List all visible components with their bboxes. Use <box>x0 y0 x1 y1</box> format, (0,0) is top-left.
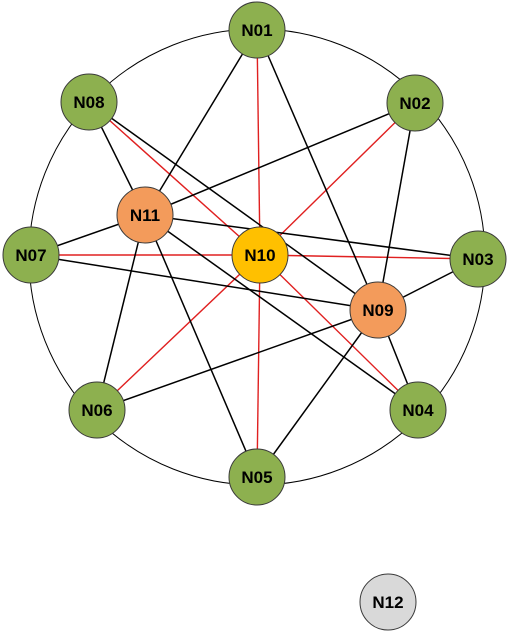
node-circle-n01 <box>228 1 286 59</box>
node-circle-n09 <box>349 281 407 339</box>
node-label-n08: N08 <box>73 93 104 112</box>
node-circle-n11 <box>116 186 174 244</box>
node-label-n09: N09 <box>362 301 393 320</box>
node-n08[interactable]: N08 <box>60 73 118 131</box>
node-n01[interactable]: N01 <box>228 1 286 59</box>
node-n04[interactable]: N04 <box>389 381 447 439</box>
edge-n09-n06 <box>96 309 379 411</box>
edge-n10-n05 <box>256 254 261 478</box>
node-circle-n06 <box>68 381 126 439</box>
node-label-n11: N11 <box>130 206 160 225</box>
node-label-n01: N01 <box>241 21 272 40</box>
node-circle-n08 <box>60 73 118 131</box>
node-label-n05: N05 <box>241 468 272 487</box>
edge-n11-n06 <box>96 214 146 411</box>
edge-n11-n05 <box>144 214 258 478</box>
node-n05[interactable]: N05 <box>228 448 286 506</box>
node-label-n12: N12 <box>372 593 403 612</box>
node-circle-n05 <box>228 448 286 506</box>
node-circle-n10 <box>231 226 289 284</box>
node-circle-n03 <box>449 230 507 288</box>
node-circle-n02 <box>386 74 444 132</box>
edge-n10-n02 <box>259 102 416 256</box>
edge-n11-n01 <box>144 29 258 216</box>
edge-n09-n08 <box>88 101 379 311</box>
edge-n10-n08 <box>88 101 261 256</box>
edge-n09-n05 <box>256 309 379 478</box>
node-label-n06: N06 <box>81 401 112 420</box>
node-circle-n04 <box>389 381 447 439</box>
node-n12[interactable]: N12 <box>359 573 417 631</box>
edge-n11-n04 <box>144 214 419 411</box>
node-n02[interactable]: N02 <box>386 74 444 132</box>
edge-n10-n03 <box>259 254 479 260</box>
node-label-n07: N07 <box>15 246 46 265</box>
node-circle-n12 <box>359 573 417 631</box>
edge-n09-n07 <box>30 254 379 311</box>
node-circle-n07 <box>2 226 60 284</box>
edge-n10-n04 <box>259 254 419 411</box>
node-label-n03: N03 <box>462 250 493 269</box>
node-n09[interactable]: N09 <box>349 281 407 339</box>
edge-n11-n02 <box>144 102 416 216</box>
edge-n10-n01 <box>256 29 261 256</box>
node-n03[interactable]: N03 <box>449 230 507 288</box>
node-label-n10: N10 <box>244 246 275 265</box>
edge-n11-n03 <box>144 214 479 260</box>
node-label-n02: N02 <box>399 94 430 113</box>
node-n11[interactable]: N11 <box>116 186 174 244</box>
edge-n09-n01 <box>256 29 379 311</box>
node-n10[interactable]: N10 <box>231 226 289 284</box>
node-n07[interactable]: N07 <box>2 226 60 284</box>
edge-n09-n02 <box>377 102 416 311</box>
node-label-n04: N04 <box>402 401 434 420</box>
edge-n10-n06 <box>96 254 261 411</box>
node-n06[interactable]: N06 <box>68 381 126 439</box>
